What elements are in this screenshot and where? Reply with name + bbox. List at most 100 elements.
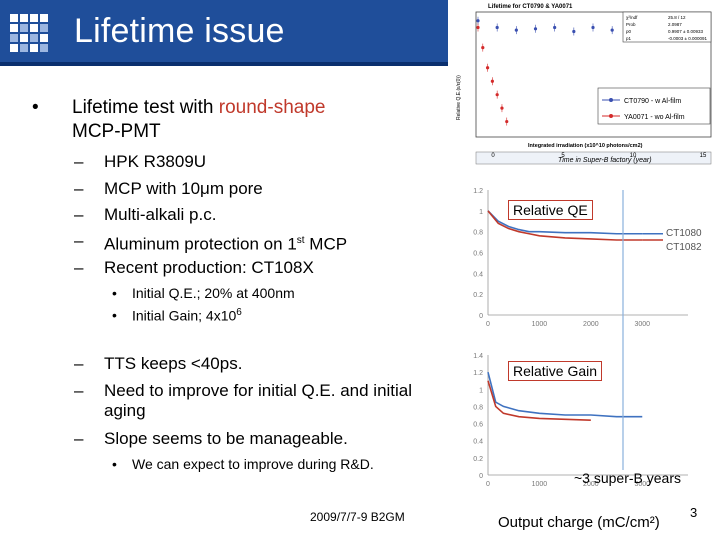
scatter-point — [514, 28, 518, 32]
x-tick-label: 0 — [486, 481, 490, 488]
scatter-point — [572, 29, 576, 34]
main-bullet-text-red: round-shape — [218, 97, 326, 118]
dash: – — [74, 354, 84, 373]
scatter-frame — [475, 11, 712, 138]
scatter-point — [500, 106, 504, 110]
qe-lines: CT1080 CT1082 — [487, 210, 702, 253]
scatter-point — [481, 46, 485, 50]
footer-date: 2009/7/7-9 B2GM — [310, 510, 405, 524]
item-text: MCP with 10μm pore — [104, 179, 263, 198]
small-bullet: • — [112, 456, 117, 472]
item-sup: st — [296, 235, 305, 246]
fit-row-1-value: 25.8 / 12 — [668, 15, 686, 20]
scatter-point — [505, 119, 509, 124]
series-line-CT1080 — [487, 371, 643, 418]
sub-item-sup: 6 — [236, 307, 242, 318]
scatter-point — [476, 25, 480, 30]
main-bullet-text: Lifetime test with round-shape MCP-PMT — [72, 96, 422, 144]
relative-gain-chart: 0 0.2 0.4 0.6 0.8 1 1.2 1.4 0 1000 2000 3000 Relati… — [458, 345, 720, 495]
x-tick-label: 1000 — [532, 321, 548, 328]
item-text: Slope seems to be manageable. — [104, 429, 348, 448]
x-tick-label: 1000 — [532, 481, 548, 488]
legend-marker-ya0071 — [609, 114, 613, 118]
relative-qe-chart: 0 0.2 0.4 0.6 0.8 1 1.2 0 1000 2000 3000 CT1080 CT1… — [458, 180, 720, 335]
page-number: 3 — [690, 505, 698, 520]
slide-title: Lifetime issue — [74, 12, 285, 50]
lifetime-scatter-chart: Lifetime for CT0790 & YA0071 χ²/ndf 25.8… — [448, 0, 720, 165]
y-tick-label: 0.6 — [473, 251, 483, 258]
sub-item-text-a: Initial Gain; 4x10 — [132, 307, 237, 324]
dash: – — [74, 258, 84, 277]
gain-lines — [487, 371, 643, 421]
y-tick-label: 1.2 — [473, 370, 483, 377]
dash: – — [74, 205, 84, 224]
scatter-point — [495, 25, 499, 30]
item-text: Aluminum protection on 1st MCP — [104, 231, 347, 255]
scatter-point — [533, 27, 538, 31]
dash: – — [74, 179, 84, 198]
fit-row-4-value: -0.0003 ± 0.000091 — [668, 36, 707, 41]
x-tick-label: 3000 — [634, 321, 650, 328]
fit-table — [622, 11, 712, 43]
y-tick-label: 0 — [479, 473, 483, 480]
scatter-point — [495, 93, 499, 97]
time-tick-label: 15 — [700, 153, 707, 159]
y-tick-label: 0 — [479, 313, 483, 320]
header-divider — [0, 62, 720, 66]
y-tick-label: 1 — [479, 209, 483, 216]
item-text-b: MCP — [304, 234, 348, 254]
small-bullet: • — [112, 307, 117, 323]
x-tick-label: 2000 — [583, 481, 599, 488]
time-tick-label: 5 — [561, 153, 565, 159]
gain-xlabel: Output charge (mC/cm²) — [498, 514, 660, 531]
x-tick-label: 0 — [486, 321, 490, 328]
qe-chart-svg: 00.20.40.60.811.20 1000 2000 3000 CT1080CT1… — [473, 188, 702, 328]
qe-title-box: Relative QE — [508, 200, 593, 220]
sub-item-text: We can expect to improve during R&D. — [132, 456, 374, 472]
series-line-CT1082 — [487, 380, 591, 421]
x-tick-label: 2000 — [583, 321, 599, 328]
series-label-CT1082: CT1082 — [666, 242, 702, 253]
scatter-point — [476, 19, 480, 23]
sub-item-text: Initial Gain; 4x106 — [132, 307, 242, 324]
series-line-CT1080 — [487, 210, 643, 235]
item-text: Multi-alkali p.c. — [104, 205, 217, 224]
legend-label-ya0071: YA0071 - wo Al-film — [624, 114, 685, 121]
y-tick-label: 0.6 — [473, 422, 483, 429]
time-axis-ticks: 0 5 10 15 — [491, 153, 707, 159]
gain-title-box: Relative Gain — [508, 361, 603, 381]
scatter-ylabel: Relative Q.E.(ε/ε(0)) — [456, 75, 462, 120]
item-text: HPK R3809U — [104, 152, 207, 171]
scatter-point — [485, 66, 490, 70]
y-tick-label: 1 — [479, 387, 483, 394]
y-tick-label: 0.8 — [473, 230, 483, 237]
y-tick-label: 0.2 — [473, 292, 483, 299]
time-tick-label: 10 — [630, 153, 637, 159]
dash: – — [74, 231, 84, 250]
time-axis — [475, 151, 712, 165]
scatter-series-ya0071 — [476, 23, 509, 126]
scatter-plot-svg: Lifetime for CT0790 & YA0071 χ²/ndf 25.8… — [448, 0, 720, 165]
bullet-dot: • — [32, 97, 39, 118]
dash: – — [74, 381, 84, 400]
fit-row-2-label: Prob — [626, 22, 636, 27]
legend-label-ct0790: CT0790 - w Al-film — [624, 98, 681, 105]
gain-chart-svg: 0 0.2 0.4 0.6 0.8 1 1.2 1.4 0 1000 2000 3000 — [473, 353, 688, 488]
scatter-legend — [597, 87, 711, 125]
legend-marker-ct0790 — [609, 98, 613, 102]
fit-row-1-label: χ²/ndf — [626, 15, 638, 20]
y-tick-label: 0.4 — [473, 439, 483, 446]
grid-logo-icon — [10, 14, 48, 52]
scatter-point — [591, 25, 595, 30]
main-bullet-text-a: Lifetime test with — [72, 97, 219, 118]
x-tick-label: 3000 — [634, 481, 650, 488]
fit-row-3-value: 0.9907 ± 0.00933 — [668, 29, 703, 34]
item-text-a: Aluminum protection on 1 — [104, 234, 297, 254]
qe-axes: 0 0.2 0.4 0.6 0.8 1 1.2 0 1000 2000 3000 — [473, 188, 688, 328]
sub-item-text: Initial Q.E.; 20% at 400nm — [132, 285, 295, 301]
scatter-point — [490, 79, 494, 83]
small-bullet: • — [112, 285, 117, 301]
scatter-title: Lifetime for CT0790 & YA0071 — [488, 4, 573, 10]
fit-row-4-label: p1 — [626, 36, 632, 41]
y-tick-label: 0.2 — [473, 456, 483, 463]
